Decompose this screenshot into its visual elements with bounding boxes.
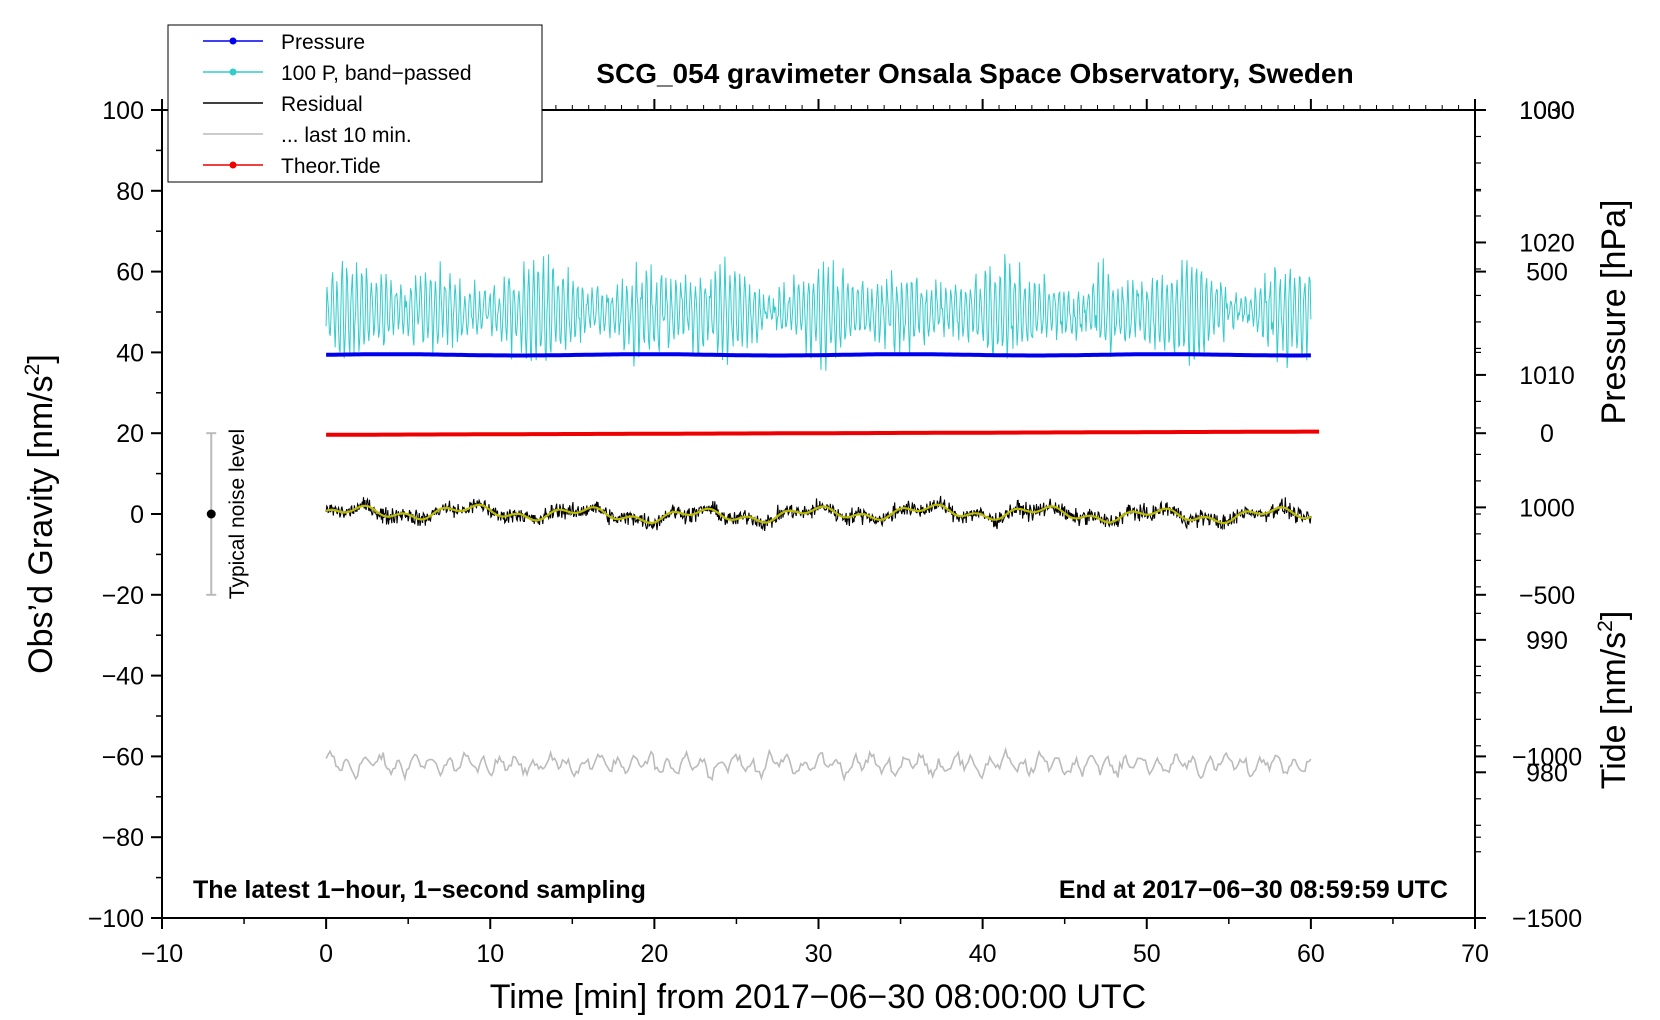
legend-marker-1: [229, 68, 237, 76]
x-tick-label-1: 0: [319, 940, 333, 968]
y-axis-title-main: Obs’d Gravity [nm/s: [22, 375, 60, 674]
y-tick-label-7: 40: [116, 339, 144, 367]
x-tick-label-8: 70: [1461, 940, 1489, 968]
tide-tick-label-5: 1000: [1519, 97, 1575, 125]
legend-label-2: Residual: [281, 93, 363, 116]
series-residual-smoothed: [325, 503, 1312, 525]
y-tick-label-3: −40: [102, 663, 144, 691]
x-tick-label-3: 20: [640, 940, 668, 968]
y-tick-label-10: 100: [102, 97, 144, 125]
x-tick-label-6: 50: [1133, 940, 1161, 968]
pressure-tick-label-2: 1000: [1519, 494, 1575, 522]
x-tick-label-4: 30: [805, 940, 833, 968]
series-last-10-min: [325, 746, 1312, 783]
noise-bar-label: Typical noise level: [226, 429, 249, 599]
y-tick-label-9: 80: [116, 178, 144, 206]
chart-title: SCG_054 gravimeter Onsala Space Observat…: [596, 58, 1353, 89]
series-band-passed-pressure: [325, 254, 1312, 371]
pressure-axis-title: Pressure [hPa]: [1595, 200, 1633, 425]
legend-marker-4: [229, 161, 237, 169]
tide-tick-label-2: −500: [1519, 582, 1575, 610]
y-tick-label-6: 20: [116, 420, 144, 448]
pressure-tick-label-1: 990: [1526, 627, 1568, 655]
series-layer: [325, 254, 1320, 783]
y-tick-label-0: −100: [88, 905, 144, 933]
x-tick-label-2: 10: [476, 940, 504, 968]
annotation-bottom-left: The latest 1−hour, 1−second sampling: [193, 876, 646, 904]
tide-axis-title-main: Tide [nm/s: [1595, 632, 1633, 789]
noise-bar: Typical noise level: [206, 429, 249, 599]
x-axis-title: Time [min] from 2017−06−30 08:00:00 UTC: [490, 978, 1146, 1016]
y-tick-label-4: −20: [102, 582, 144, 610]
series-residual: [325, 495, 1312, 531]
pressure-tick-label-4: 1020: [1519, 229, 1575, 257]
y-tick-label-1: −80: [102, 824, 144, 852]
legend-label-0: Pressure: [281, 31, 365, 54]
legend-label-4: Theor.Tide: [281, 155, 381, 178]
y-axis-title-sup: 2: [21, 364, 44, 376]
pressure-tick-label-3: 1010: [1519, 362, 1575, 390]
y-axis-title-close: ]: [22, 354, 60, 363]
tide-axis-title: Tide [nm/s2]: [1594, 611, 1633, 790]
pressure-tick-label-0: 980: [1526, 759, 1568, 787]
tide-tick-label-1: −1000: [1512, 743, 1582, 771]
y-tick-label-2: −60: [102, 743, 144, 771]
pressure-tick-label-5: 1030: [1519, 97, 1575, 125]
x-tick-label-5: 40: [969, 940, 997, 968]
y-tick-label-5: 0: [130, 501, 144, 529]
tide-tick-label-3: 0: [1540, 420, 1554, 448]
tide-axis-title-close: ]: [1595, 611, 1633, 620]
legend: Pressure 100 P, band−passed Residual ... la…: [167, 24, 543, 183]
series-pressure: [326, 352, 1311, 358]
ticks-layer: −10 0 10 20 30 40 50 60 70−100−80−60−40−20020406…: [88, 97, 1582, 968]
x-tick-label-7: 60: [1297, 940, 1325, 968]
annotation-bottom-right: End at 2017−06−30 08:59:59 UTC: [1059, 876, 1448, 904]
y-axis-title: Obs’d Gravity [nm/s2]: [21, 354, 60, 674]
tide-axis-title-sup: 2: [1594, 620, 1617, 632]
tide-tick-label-0: −1500: [1512, 905, 1582, 933]
series-theor-tide: [326, 429, 1320, 437]
plot-frame: [161, 109, 1476, 919]
legend-marker-0: [229, 37, 237, 45]
legend-label-1: 100 P, band−passed: [281, 62, 472, 85]
noise-bar-center-dot: [206, 509, 216, 519]
legend-label-3: ... last 10 min.: [281, 124, 412, 147]
y-tick-label-8: 60: [116, 259, 144, 287]
x-tick-label-0: −10: [141, 940, 183, 968]
tide-tick-label-4: 500: [1526, 259, 1568, 287]
